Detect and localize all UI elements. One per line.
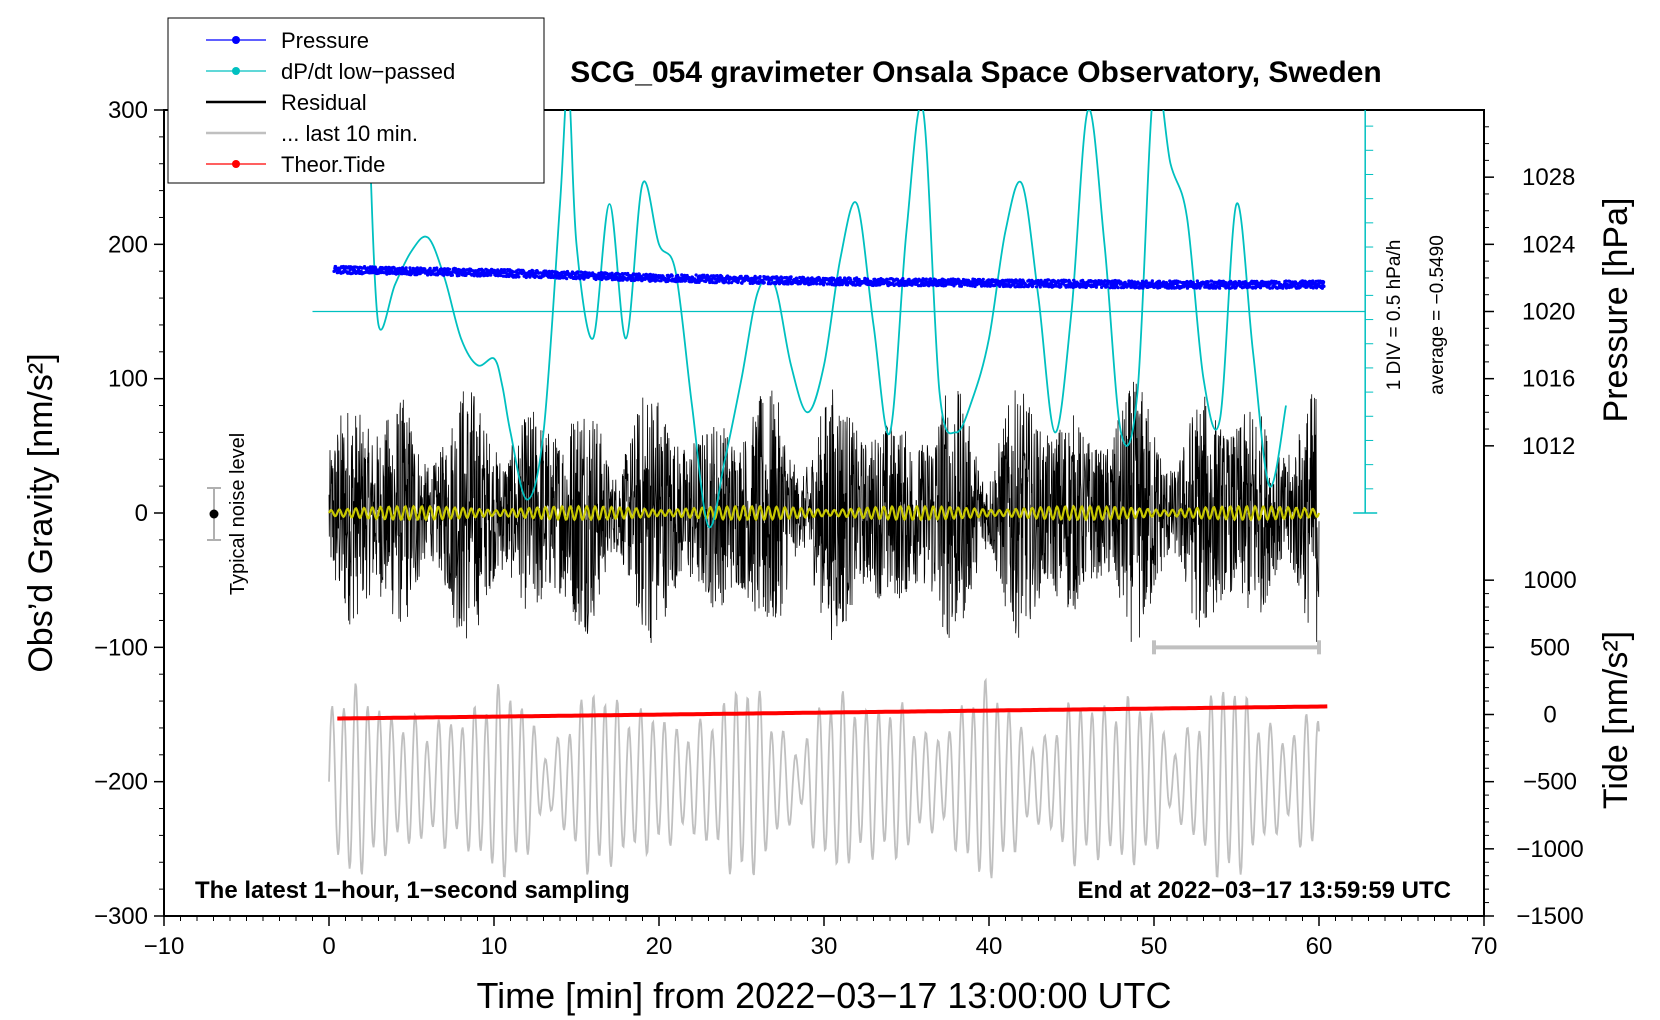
bottom-right-note: End at 2022−03−17 13:59:59 UTC xyxy=(1077,877,1451,904)
bottom-left-note: The latest 1−hour, 1−second sampling xyxy=(195,877,630,904)
tide-tick-label: 500 xyxy=(1530,634,1570,661)
y-tick-label: 200 xyxy=(108,231,148,258)
y-tick-label: −100 xyxy=(94,634,148,661)
filtered-yellow-line xyxy=(328,504,1321,522)
x-tick-label: 70 xyxy=(1471,933,1498,960)
x-tick-label: 20 xyxy=(646,933,673,960)
x-tick-label: 0 xyxy=(322,933,335,960)
x-tick-label: 40 xyxy=(976,933,1003,960)
chart-title: SCG_054 gravimeter Onsala Space Observat… xyxy=(570,56,1382,89)
x-tick-label: −10 xyxy=(144,933,185,960)
pressure-tick-label: 1012 xyxy=(1522,433,1575,460)
tide-tick-label: −1500 xyxy=(1516,903,1583,930)
legend-item-residual: Residual xyxy=(206,90,367,115)
y-axis-label-gravity: Obs’d Gravity [nm/s²] xyxy=(22,353,60,672)
noise-level-label: Typical noise level xyxy=(227,433,249,595)
legend-item-last-10-min: ... last 10 min. xyxy=(206,121,418,146)
data-layer xyxy=(312,110,1378,879)
legend-item-pressure: Pressure xyxy=(206,28,369,53)
legend-label-theor-tide: Theor.Tide xyxy=(281,152,385,177)
legend-label-residual: Residual xyxy=(281,90,367,115)
y-axis-label-tide: Tide [nm/s²] xyxy=(1597,631,1635,809)
legend-label-dpdt: dP/dt low−passed xyxy=(281,59,455,84)
legend-marker-theor-tide xyxy=(232,160,240,168)
legend-marker-pressure xyxy=(232,36,240,44)
x-axis-label: Time [min] from 2022−03−17 13:00:00 UTC xyxy=(476,975,1171,1016)
y-tick-label: 0 xyxy=(135,500,148,527)
legend-marker-dpdt xyxy=(232,67,240,75)
dpdt-average-label: average = −0.5490 xyxy=(1427,235,1448,395)
legend: Pressure dP/dt low−passed Residual ... l… xyxy=(167,17,545,184)
pressure-tick-label: 1024 xyxy=(1522,231,1575,258)
legend-item-theor-tide: Theor.Tide xyxy=(206,152,385,177)
x-tick-label: 30 xyxy=(811,933,838,960)
x-tick-label: 50 xyxy=(1141,933,1168,960)
tide-tick-label: 1000 xyxy=(1523,567,1576,594)
noise-level-dot xyxy=(209,509,219,519)
tide-tick-label: −500 xyxy=(1523,769,1577,796)
axis-ticks: −10 0 10 20 30 40 50 60 70−300−200−1000100200300… xyxy=(94,97,1584,960)
legend-label-pressure: Pressure xyxy=(281,28,369,53)
tide-tick-label: 0 xyxy=(1543,702,1556,729)
pressure-points xyxy=(332,264,1326,290)
y-tick-label: −300 xyxy=(94,903,148,930)
overlay-grey-line xyxy=(328,677,1320,879)
y-tick-label: −200 xyxy=(94,769,148,796)
pressure-tick-label: 1020 xyxy=(1522,299,1575,326)
dpdt-annotation: 1 DIV = 0.5 hPa/h average = −0.5490 xyxy=(1384,235,1448,395)
legend-label-last-10-min: ... last 10 min. xyxy=(281,121,418,146)
noise-level-indicator: Typical noise level xyxy=(207,433,249,595)
x-tick-label: 10 xyxy=(481,933,508,960)
legend-item-dpdt: dP/dt low−passed xyxy=(206,59,455,84)
legend-box xyxy=(167,17,545,184)
pressure-tick-label: 1028 xyxy=(1522,164,1575,191)
y-tick-label: 100 xyxy=(108,366,148,393)
y-axis-label-pressure: Pressure [hPa] xyxy=(1597,198,1635,423)
tide-tick-label: −1000 xyxy=(1516,836,1583,863)
dpdt-scale-label: 1 DIV = 0.5 hPa/h xyxy=(1384,240,1405,391)
theor-tide-line xyxy=(337,704,1328,721)
residual-line xyxy=(328,381,1320,643)
x-tick-label: 60 xyxy=(1306,933,1333,960)
pressure-tick-label: 1016 xyxy=(1522,366,1575,393)
y-tick-label: 300 xyxy=(108,97,148,124)
